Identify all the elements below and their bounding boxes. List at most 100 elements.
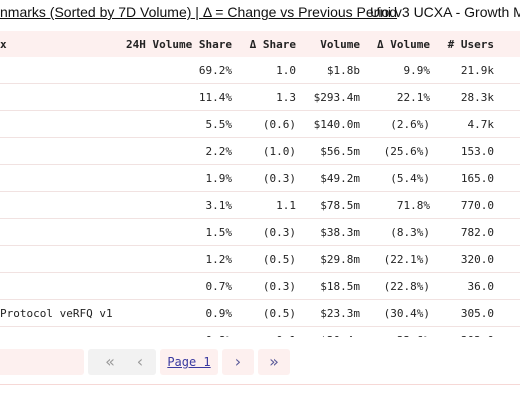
cell-volume-share: 0.8%: [118, 326, 232, 337]
page-number-label: Page 1: [167, 355, 211, 369]
table-row: 0.8%0.1$20.4m32.6%303.0: [0, 326, 520, 337]
cell-delta-share: (0.5): [232, 245, 296, 273]
cell-volume: $1.8b: [296, 57, 360, 84]
cell-name: [0, 137, 118, 165]
column-header-delta-share[interactable]: Δ Share: [249, 37, 296, 51]
panel-divider: [0, 384, 520, 385]
benchmarks-table-container[interactable]: x 24H Volume Share Δ Share Volume Δ Volu…: [0, 31, 520, 337]
chevron-left-icon: ‹: [136, 352, 144, 371]
cell-volume-share: 1.9%: [118, 164, 232, 192]
cell-delta-volume: (2.6%): [360, 110, 430, 138]
table-row: 1.2% (0.5) $29.8m (22.1%) 320.0: [0, 245, 520, 273]
cell-delta-volume: 71.8%: [360, 191, 430, 219]
cell-delta-volume: 9.9%: [360, 57, 430, 84]
cell-delta-volume: (5.4%): [360, 164, 430, 192]
cell-volume-share: 11.4%: [118, 83, 232, 111]
previous-page-button[interactable]: ‹: [124, 349, 156, 375]
cell-delta-volume: (8.3%): [360, 218, 430, 246]
cell-volume-share: 1.2%: [118, 245, 232, 273]
cell-delta-share: (0.3): [232, 272, 296, 300]
cell-name: [0, 326, 118, 337]
cell-delta-share: 1.1: [232, 191, 296, 219]
double-chevron-right-icon: »: [269, 352, 279, 371]
cell-delta-volume: (25.6%): [360, 137, 430, 165]
table-row: 0.7% (0.3) $18.5m (22.8%) 36.0: [0, 272, 520, 300]
cell-delta-share: (1.0): [232, 137, 296, 165]
cell-delta-share: 0.1: [232, 326, 296, 337]
cell-volume: $38.3m: [296, 218, 360, 246]
cell-volume: $49.2m: [296, 164, 360, 192]
cell-delta-users: [494, 218, 520, 246]
dashboard-title-bar: nmarks (Sorted by 7D Volume) | Δ = Chang…: [0, 0, 520, 26]
cell-volume: $78.5m: [296, 191, 360, 219]
benchmarks-table: x 24H Volume Share Δ Share Volume Δ Volu…: [0, 31, 520, 337]
cell-name: [0, 245, 118, 273]
cell-volume: $140.0m: [296, 110, 360, 138]
cell-volume-share: 69.2%: [118, 57, 232, 84]
cell-delta-volume: (30.4%): [360, 299, 430, 327]
cell-users: 303.0: [430, 326, 494, 337]
cell-users: 21.9k: [430, 57, 494, 84]
table-row: 2.2% (1.0) $56.5m (25.6%) 153.0: [0, 137, 520, 165]
cell-delta-users: [494, 299, 520, 327]
cell-name: [0, 110, 118, 138]
cell-delta-volume: 22.1%: [360, 83, 430, 111]
cell-volume-share: 0.7%: [118, 272, 232, 300]
cell-delta-share: (0.6): [232, 110, 296, 138]
cell-volume: $29.8m: [296, 245, 360, 273]
cell-delta-volume: (22.8%): [360, 272, 430, 300]
cell-delta-volume: 32.6%: [360, 326, 430, 337]
table-row: 1.9% (0.3) $49.2m (5.4%) 165.0: [0, 164, 520, 192]
chevron-right-icon: ›: [234, 352, 242, 371]
double-chevron-left-icon: «: [105, 352, 115, 371]
next-panel-title: Uni v3 UCXA - Growth Met: [370, 4, 520, 20]
column-header-name[interactable]: x: [0, 37, 7, 51]
cell-users: 153.0: [430, 137, 494, 165]
table-row: Protocol veRFQ v1 0.9% (0.5) $23.3m (30.4%) 3…: [0, 299, 520, 327]
cell-volume-share: 0.9%: [118, 299, 232, 327]
column-header-users[interactable]: # Users: [447, 37, 494, 51]
cell-volume-share: 3.1%: [118, 191, 232, 219]
column-header-delta-volume[interactable]: Δ Volume: [377, 37, 430, 51]
cell-volume-share: 5.5%: [118, 110, 232, 138]
cell-delta-users: [494, 164, 520, 192]
cell-delta-volume: (22.1%): [360, 245, 430, 273]
next-page-button[interactable]: ›: [222, 349, 254, 375]
cell-volume: $56.5m: [296, 137, 360, 165]
cell-delta-share: 1.0: [232, 57, 296, 84]
table-header-row: x 24H Volume Share Δ Share Volume Δ Volu…: [0, 31, 520, 57]
cell-delta-users: [494, 191, 520, 219]
cell-delta-users: [494, 272, 520, 300]
column-header-volume[interactable]: Volume: [320, 37, 360, 51]
pagination-info-area: [0, 349, 84, 375]
current-page-button[interactable]: Page 1: [160, 349, 218, 375]
cell-delta-share: (0.3): [232, 164, 296, 192]
cell-name: [0, 164, 118, 192]
cell-delta-users: [494, 57, 520, 84]
table-title[interactable]: nmarks (Sorted by 7D Volume) | Δ = Chang…: [0, 4, 398, 20]
cell-users: 320.0: [430, 245, 494, 273]
cell-users: 28.3k: [430, 83, 494, 111]
column-header-delta-users[interactable]: Δ: [494, 31, 520, 57]
table-row: 5.5% (0.6) $140.0m (2.6%) 4.7k: [0, 110, 520, 138]
cell-users: 36.0: [430, 272, 494, 300]
cell-name: [0, 191, 118, 219]
cell-name: [0, 272, 118, 300]
cell-name: [0, 57, 118, 84]
cell-delta-share: (0.5): [232, 299, 296, 327]
cell-delta-users: [494, 110, 520, 138]
pagination: « ‹ Page 1 › »: [0, 347, 520, 377]
cell-volume-share: 1.5%: [118, 218, 232, 246]
cell-name: [0, 218, 118, 246]
cell-delta-share: 1.3: [232, 83, 296, 111]
table-row: 11.4% 1.3 $293.4m 22.1% 28.3k: [0, 83, 520, 111]
last-page-button[interactable]: »: [258, 349, 290, 375]
cell-users: 770.0: [430, 191, 494, 219]
cell-users: 782.0: [430, 218, 494, 246]
cell-delta-users: [494, 326, 520, 337]
column-header-volume-share[interactable]: 24H Volume Share: [126, 37, 232, 51]
table-row: 1.5% (0.3) $38.3m (8.3%) 782.0: [0, 218, 520, 246]
cell-volume: $23.3m: [296, 299, 360, 327]
cell-delta-share: (0.3): [232, 218, 296, 246]
cell-users: 305.0: [430, 299, 494, 327]
